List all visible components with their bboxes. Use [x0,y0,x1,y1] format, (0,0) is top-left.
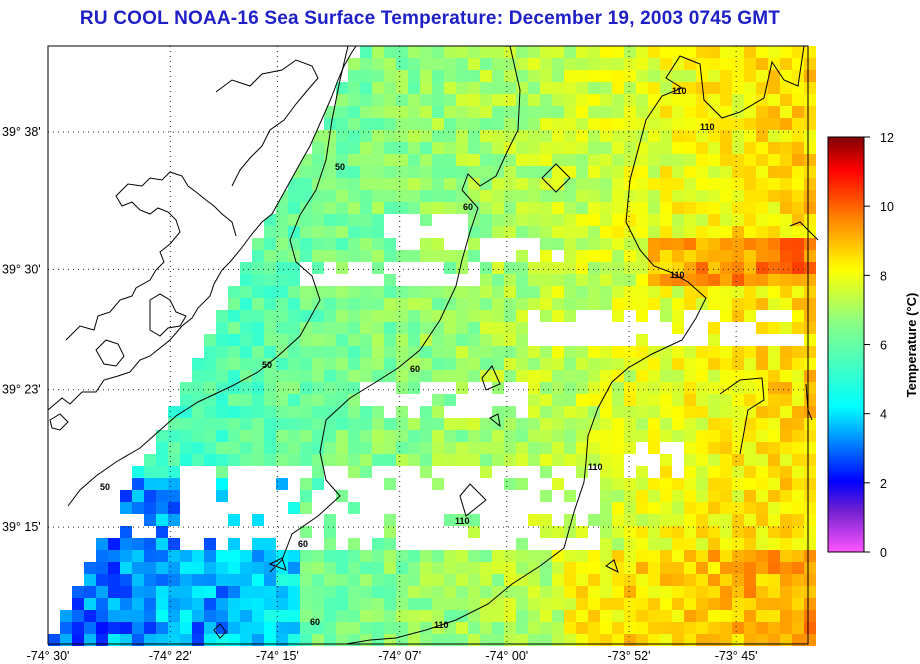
map-frame [47,45,809,645]
contour-label: 110 [455,516,470,526]
colorbar-label: Temperature (°C) [904,293,919,398]
longitude-tick-label: -74° 30' [27,649,70,663]
latitude-tick-label: 39° 15' [2,520,41,534]
contour-label: 110 [670,270,685,280]
latitude-tick-label: 39° 38' [2,125,41,139]
graticule [48,46,808,644]
colorbar-tick-label: 10 [880,200,894,214]
colorbar-tick-label: 4 [880,408,887,422]
contour-label: 60 [310,617,320,627]
sst-pixel-field [48,46,816,646]
colorbar-tick-label: 12 [880,131,894,145]
contour-label: 110 [588,462,603,472]
longitude-tick-label: -74° 22' [149,649,192,663]
contour-label: 50 [100,482,110,492]
longitude-tick-label: -73° 45' [715,649,758,663]
longitude-tick-label: -74° 07' [378,649,421,663]
latitude-axis: 39° 38' 39° 30' 39° 23' 39° 15' [2,125,41,534]
contour-labels: 50 50 50 60 60 60 60 110 110 110 110 110 110 [100,86,715,630]
longitude-tick-label: -74° 00' [485,649,528,663]
colorbar-tick-label: 2 [880,477,887,491]
latitude-tick-label: 39° 23' [2,383,41,397]
contour-label: 50 [335,162,345,172]
contour-label: 60 [463,202,473,212]
colorbar-ticks: 0 2 4 6 8 10 12 [864,131,894,560]
colorbar-tick-label: 6 [880,339,887,353]
contour-label: 110 [672,86,687,96]
contour-label: 60 [410,364,420,374]
contour-label: 110 [700,122,715,132]
longitude-axis: -74° 30' -74° 22' -74° 15' -74° 07' -74° 00'… [27,649,758,663]
contour-label: 110 [434,620,449,630]
map-title: RU COOL NOAA-16 Sea Surface Temperature:… [79,8,781,29]
contour-label: 50 [262,360,272,370]
longitude-tick-label: -73° 52' [608,649,651,663]
coastline-islands [49,59,319,431]
contour-label: 60 [298,539,308,549]
colorbar-tick-label: 8 [880,269,887,283]
colorbar-tick-label: 0 [880,546,887,560]
longitude-tick-label: -74° 15' [256,649,299,663]
latitude-tick-label: 39° 30' [2,262,41,276]
coastline [47,45,357,412]
colorbar-scale [827,136,865,553]
